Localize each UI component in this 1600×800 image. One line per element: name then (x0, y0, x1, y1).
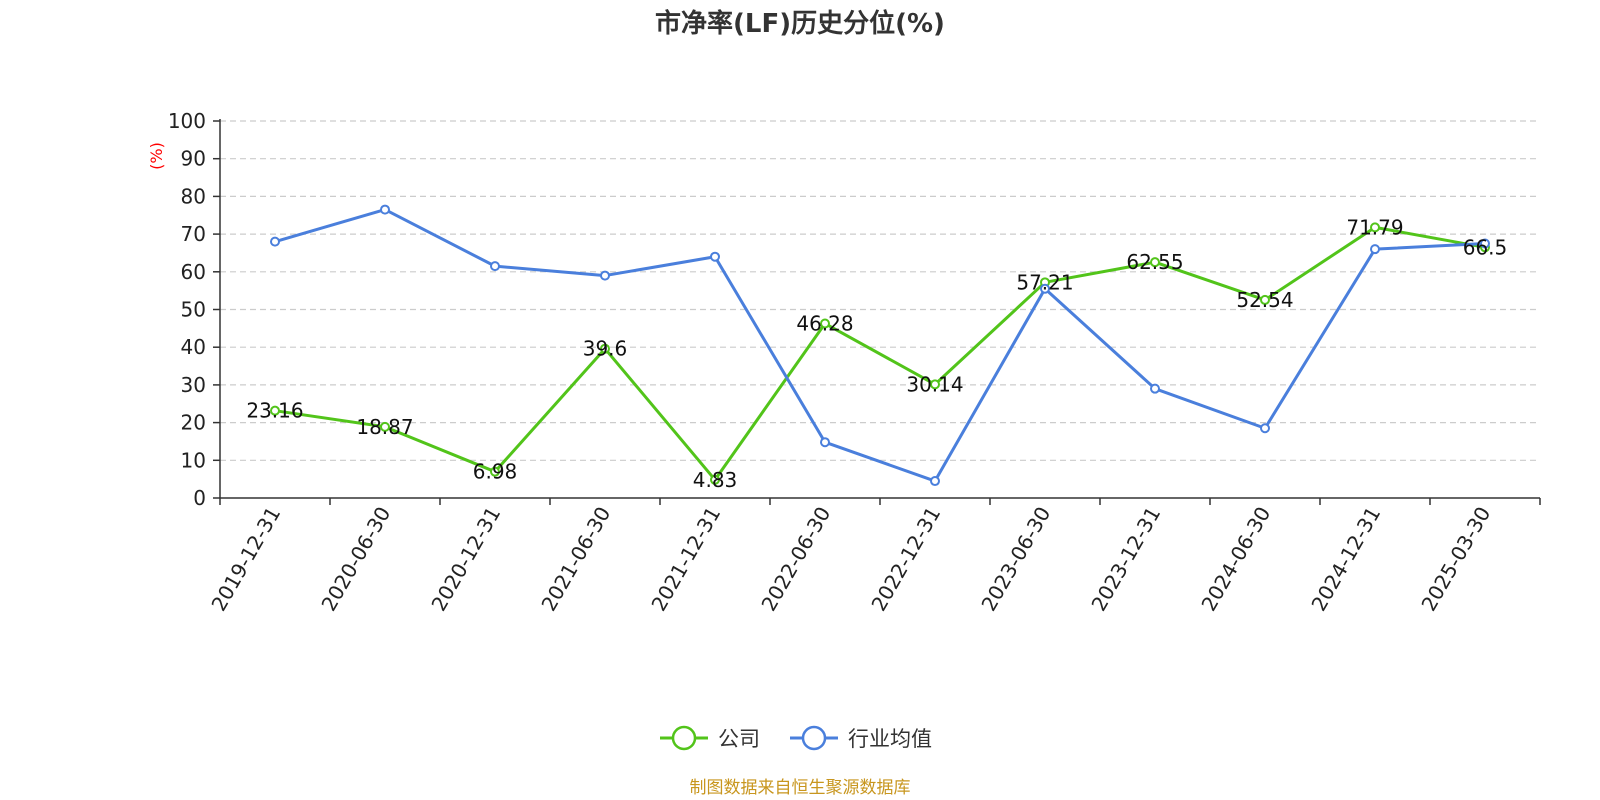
data-label: 62.55 (1126, 250, 1183, 274)
data-point (1370, 244, 1380, 255)
data-point (930, 379, 940, 390)
data-label: 30.14 (906, 372, 963, 396)
data-label: 39.6 (583, 337, 628, 361)
y-axis-unit-label: (%) (147, 142, 166, 170)
data-point (490, 466, 500, 477)
data-point (490, 261, 500, 272)
y-tick-label: 90 (181, 147, 206, 171)
data-point (600, 270, 610, 281)
data-label: 66.5 (1463, 235, 1508, 259)
axes: 0 10 20 30 40 50 60 70 80 90 100 2019-12-31 2020-06-… (168, 109, 1541, 616)
data-point (380, 204, 390, 215)
series-line-company (274, 225, 1486, 482)
data-labels: 23.16 18.87 6.98 39.6 4.83 46.28 30.14 57.21 62.… (246, 215, 1507, 491)
y-tick-label: 10 (181, 448, 206, 472)
x-tick-label: 2025-03-30 (1416, 503, 1495, 616)
data-point (710, 251, 720, 262)
y-tick-label: 80 (181, 184, 206, 208)
data-point (600, 343, 610, 354)
x-tick-label: 2023-12-31 (1086, 503, 1165, 616)
data-label: 71.79 (1346, 215, 1403, 239)
y-tick-label: 100 (168, 109, 206, 133)
x-tick-label: 2021-12-31 (646, 503, 725, 616)
source-note: 制图数据来自恒生聚源数据库 (690, 778, 911, 798)
data-point (820, 437, 830, 448)
x-tick-label: 2019-12-31 (206, 503, 285, 616)
data-label: 6.98 (473, 460, 518, 484)
y-tick-label: 50 (181, 298, 206, 322)
x-tick-label: 2021-06-30 (536, 503, 615, 616)
legend-item-industry-average: 行业均值 (790, 725, 932, 751)
legend-marker (671, 725, 697, 751)
data-point (1370, 222, 1380, 233)
data-point (1150, 383, 1160, 394)
legend: 公司 行业均值 (660, 725, 932, 751)
y-tick-label: 30 (181, 373, 206, 397)
data-label: 18.87 (356, 415, 413, 439)
series-lines (270, 204, 1490, 487)
chart-title: 市净率(LF)历史分位(%) (655, 8, 945, 39)
data-point (820, 318, 830, 329)
data-label: 57.21 (1016, 270, 1073, 294)
data-point (1260, 423, 1270, 434)
data-point (710, 474, 720, 485)
data-point (930, 476, 940, 487)
x-tick-label: 2020-12-31 (426, 503, 505, 616)
legend-label: 公司 (718, 727, 760, 751)
data-label: 4.83 (693, 468, 738, 492)
data-label: 52.54 (1236, 288, 1293, 312)
data-point (270, 236, 280, 247)
data-label: 46.28 (796, 312, 853, 336)
data-point (380, 421, 390, 432)
data-label: 23.16 (246, 399, 303, 423)
series-line-industry-average (274, 208, 1486, 483)
data-point (1480, 238, 1490, 249)
y-tick-label: 40 (181, 335, 206, 359)
legend-marker (801, 725, 827, 751)
legend-item-company: 公司 (660, 725, 760, 751)
x-tick-label: 2022-06-30 (756, 503, 835, 616)
x-tick-label: 2022-12-31 (866, 503, 945, 616)
x-tick-label: 2024-12-31 (1306, 503, 1385, 616)
y-tick-label: 20 (181, 411, 206, 435)
x-tick-label: 2020-06-30 (316, 503, 395, 616)
data-point (1150, 257, 1160, 268)
data-point (1260, 294, 1270, 305)
y-tick-label: 60 (181, 260, 206, 284)
x-tick-label: 2024-06-30 (1196, 503, 1275, 616)
data-point (270, 405, 280, 416)
y-tick-label: 0 (193, 486, 206, 510)
y-tick-label: 70 (181, 222, 206, 246)
data-point (1040, 283, 1050, 294)
legend-label: 行业均值 (848, 727, 932, 751)
grid-lines (220, 120, 1540, 461)
x-tick-label: 2023-06-30 (976, 503, 1055, 616)
